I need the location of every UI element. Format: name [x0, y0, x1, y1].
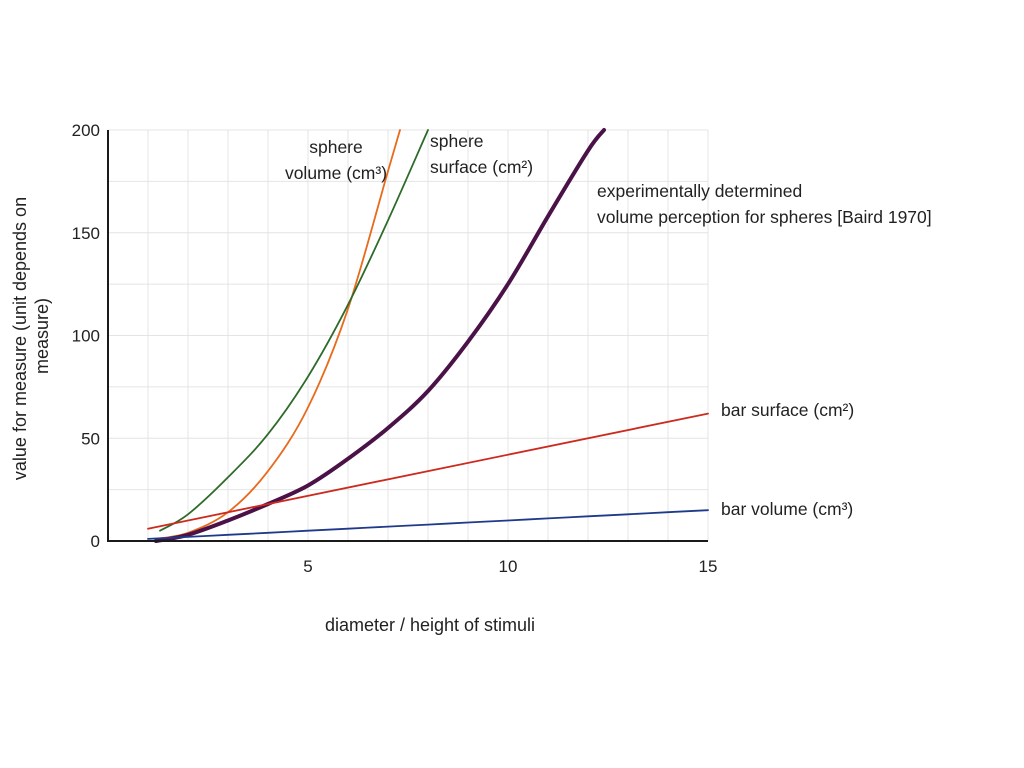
bar-volume-line	[147, 509, 709, 540]
sphere-volume-label-line: sphere	[309, 137, 363, 157]
axes	[107, 130, 708, 542]
bar-surface-label-line: bar surface (cm²)	[721, 400, 854, 420]
series-lines	[147, 128, 709, 543]
y-tick-label: 150	[72, 224, 100, 243]
tick-labels: 0 50 100 150 200 5 10 15	[72, 121, 718, 576]
grid	[108, 129, 709, 541]
sphere-surface-label: sphere surface (cm²)	[430, 131, 533, 177]
bar-volume-label: bar volume (cm³)	[721, 499, 853, 519]
bar-surface-line	[147, 412, 709, 530]
x-tick-label: 15	[699, 557, 718, 576]
y-axis-title: value for measure (unit depends on measu…	[10, 192, 52, 480]
sphere-surface-label-line: surface (cm²)	[430, 157, 533, 177]
x-tick-label: 10	[499, 557, 518, 576]
y-axis-title-line-1: value for measure (unit depends on	[10, 197, 30, 480]
sphere-volume-line	[155, 129, 401, 540]
x-axis-title: diameter / height of stimuli	[325, 615, 535, 635]
series-labels: sphere volume (cm³) sphere surface (cm²) exp…	[285, 131, 932, 519]
y-axis-title-line-2: measure)	[32, 298, 52, 374]
volume-perception-line	[154, 128, 606, 543]
bar-volume-label-line: bar volume (cm³)	[721, 499, 853, 519]
y-tick-label: 0	[91, 532, 100, 551]
volume-perception-label-line: volume perception for spheres [Baird 197…	[597, 207, 932, 227]
sphere-volume-label-line: volume (cm³)	[285, 163, 387, 183]
sphere-volume-label: sphere volume (cm³)	[285, 137, 387, 183]
y-tick-label: 100	[72, 327, 100, 346]
sphere-surface-label-line: sphere	[430, 131, 484, 151]
volume-perception-label: experimentally determined volume percepti…	[597, 181, 932, 227]
y-tick-label: 50	[81, 429, 100, 448]
sphere-surface-line	[159, 129, 429, 532]
y-tick-label: 200	[72, 121, 100, 140]
bar-surface-label: bar surface (cm²)	[721, 400, 854, 420]
x-tick-label: 5	[303, 557, 312, 576]
volume-perception-label-line: experimentally determined	[597, 181, 802, 201]
